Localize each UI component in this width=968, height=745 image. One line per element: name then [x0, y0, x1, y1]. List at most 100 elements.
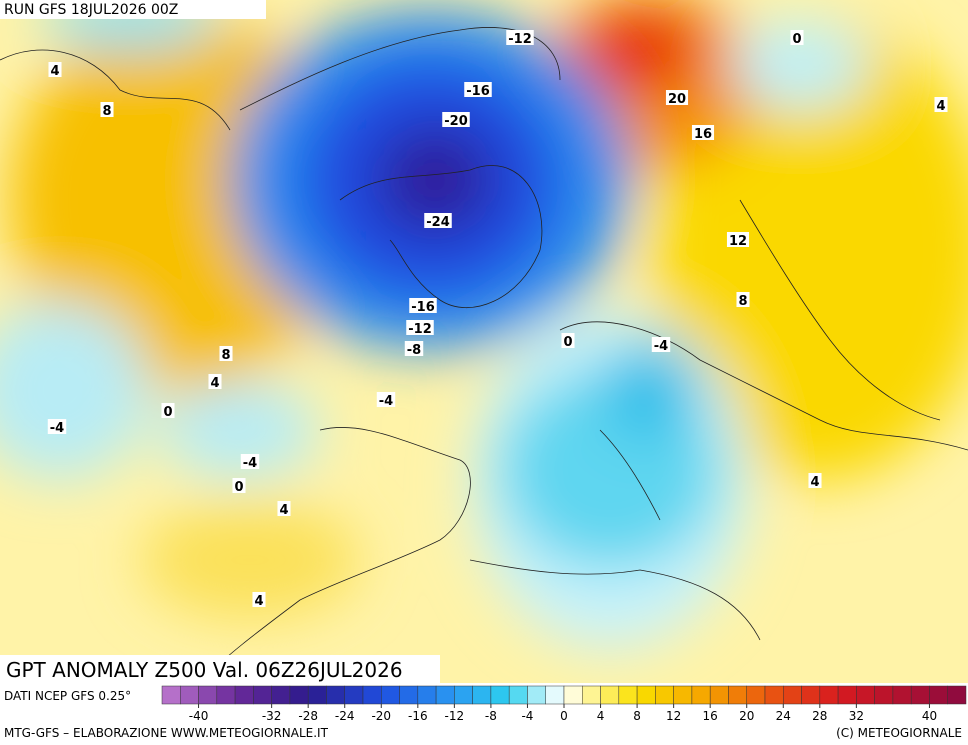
contour-label-group: -12 — [506, 30, 534, 47]
contour-label-group: 8 — [100, 102, 114, 119]
contour-label-bg — [790, 30, 804, 45]
contour-label-group: -4 — [240, 454, 260, 471]
contour-label-group: 4 — [934, 97, 948, 114]
contour-label-group: 0 — [561, 333, 575, 350]
contour-label-bg — [47, 419, 67, 434]
contour-label-bg — [691, 125, 715, 140]
contour-label: -16 — [411, 300, 435, 315]
colorbar-tick-label: -40 — [189, 709, 209, 723]
contour-label-group: -24 — [424, 213, 452, 230]
contour-label: -20 — [444, 114, 468, 129]
contour-label-group: 4 — [252, 592, 266, 609]
contour-label: -8 — [407, 343, 421, 358]
contour-label: 4 — [279, 503, 288, 518]
contour-label-bg — [240, 454, 260, 469]
contour-label: -24 — [426, 215, 450, 230]
colorbar-tick-label: 28 — [812, 709, 827, 723]
colorbar-swatch — [271, 685, 291, 705]
colorbar-swatch — [819, 685, 839, 705]
colorbar-swatch — [216, 685, 236, 705]
colorbar-swatch — [728, 685, 747, 705]
colorbar-swatch — [837, 685, 857, 705]
contour-label: 0 — [792, 32, 801, 47]
colorbar-swatch — [691, 685, 711, 705]
contour-label-group: 4 — [208, 374, 222, 391]
title-box — [0, 655, 440, 683]
colorbar-tick-label: 8 — [633, 709, 641, 723]
colorbar-tick-label: -8 — [485, 709, 497, 723]
contour-label: 20 — [668, 92, 686, 107]
contour-label-group: -4 — [651, 337, 671, 354]
colorbar-swatch — [856, 685, 875, 705]
colorbar-tick-label: 12 — [666, 709, 681, 723]
contour-label: -12 — [508, 32, 532, 47]
contour-label-group: -16 — [409, 298, 437, 315]
colorbar-swatch — [234, 685, 254, 705]
contour-label-bg — [665, 90, 689, 105]
colorbar-swatch — [910, 685, 930, 705]
contour-label: 4 — [254, 594, 263, 609]
colorbar-swatch — [582, 685, 601, 705]
colorbar-tick-label: 32 — [849, 709, 864, 723]
contour-label-bg — [252, 592, 266, 607]
anomaly-field — [0, 0, 968, 683]
contour-label-bg — [726, 232, 750, 247]
contour-label-group: -16 — [464, 82, 492, 99]
contour-label: 12 — [729, 234, 747, 249]
contour-label: 0 — [234, 480, 243, 495]
map-title: GPT ANOMALY Z500 Val. 06Z26JUL2026 — [6, 658, 403, 682]
colorbar-swatch — [655, 685, 674, 705]
colorbar-swatch — [381, 685, 400, 705]
contour-label-bg — [424, 213, 452, 228]
contour-label: -4 — [243, 456, 257, 471]
contour-label-group: 0 — [161, 403, 175, 420]
colorbar-swatch — [307, 685, 327, 705]
colorbar-swatch — [783, 685, 802, 705]
colorbar-swatch — [618, 685, 638, 705]
contour-label-group: 16 — [691, 125, 715, 142]
colorbar-swatch — [362, 685, 382, 705]
contour-label: 4 — [210, 376, 219, 391]
colorbar-swatch — [454, 685, 473, 705]
colorbar-swatch — [161, 685, 181, 705]
colorbar-tick-label: -24 — [335, 709, 355, 723]
colorbar-tick-label: -4 — [521, 709, 533, 723]
colorbar-swatch — [874, 685, 894, 705]
contour-label-bg — [506, 30, 534, 45]
colorbar-tick-label: 20 — [739, 709, 754, 723]
contour-label-group: -20 — [442, 112, 470, 129]
source-label: DATI NCEP GFS 0.25° — [4, 689, 131, 703]
colorbar-swatch — [253, 685, 272, 705]
contour-label-group: 8 — [219, 346, 233, 363]
contour-label: 16 — [694, 127, 712, 142]
contour-label-bg — [219, 346, 233, 361]
contour-label-group: 0 — [232, 478, 246, 495]
colorbar-tick-label: -20 — [371, 709, 391, 723]
colorbar-swatch — [636, 685, 656, 705]
colorbar-swatch — [600, 685, 620, 705]
colorbar-swatch — [344, 685, 364, 705]
colorbar-swatch — [563, 685, 583, 705]
contour-label: 8 — [102, 104, 111, 119]
colorbar-swatch — [490, 685, 510, 705]
colorbar-swatch — [545, 685, 565, 705]
colorbar-swatch — [892, 685, 912, 705]
contour-label-bg — [208, 374, 222, 389]
colorbar-swatch — [527, 685, 546, 705]
contour-label-group: 20 — [665, 90, 689, 107]
contour-label-bg — [736, 292, 750, 307]
contour-label-bg — [561, 333, 575, 348]
contour-label-bg — [48, 62, 62, 77]
colorbar-swatch — [947, 685, 967, 705]
colorbar-swatch — [709, 685, 729, 705]
colorbar-tick-label: 4 — [597, 709, 605, 723]
contour-label-bg — [464, 82, 492, 97]
contour-label: -4 — [379, 394, 393, 409]
colorbar-tick-label: 40 — [922, 709, 937, 723]
contour-label-group: 0 — [790, 30, 804, 47]
contour-label-group: 4 — [277, 501, 291, 518]
colorbar-swatch — [198, 685, 218, 705]
contour-label-group: 4 — [808, 473, 822, 490]
